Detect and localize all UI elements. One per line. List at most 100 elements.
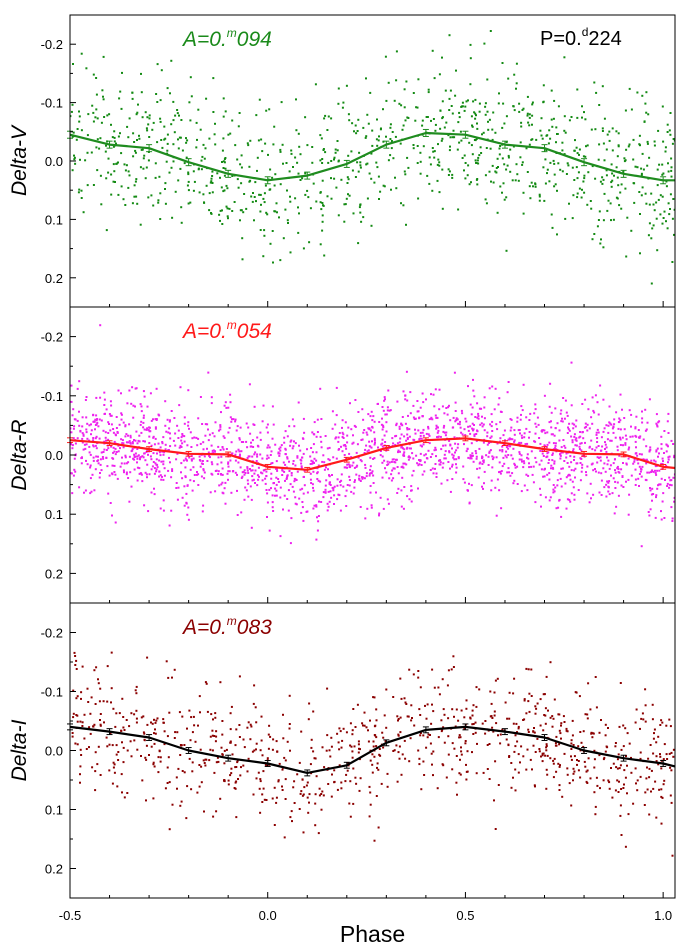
data-point	[573, 149, 576, 152]
data-point	[611, 172, 614, 175]
data-point	[235, 450, 238, 453]
data-point	[284, 447, 287, 450]
data-point	[145, 428, 148, 431]
data-point	[299, 488, 302, 491]
data-point	[493, 710, 496, 713]
data-point	[369, 759, 372, 762]
data-point	[445, 776, 448, 779]
data-point	[120, 152, 123, 155]
data-point	[612, 762, 615, 765]
data-point	[403, 739, 406, 742]
data-point	[310, 746, 313, 749]
data-point	[289, 440, 292, 443]
data-point	[153, 718, 155, 721]
data-point	[661, 222, 664, 225]
data-point	[324, 435, 327, 437]
data-point	[129, 442, 132, 444]
data-point	[213, 133, 216, 136]
data-point	[330, 117, 333, 120]
data-point	[606, 463, 609, 466]
data-point	[428, 442, 431, 445]
data-point	[72, 408, 75, 411]
data-point	[656, 469, 659, 472]
data-point	[115, 434, 117, 437]
data-point	[384, 398, 386, 401]
data-point	[209, 491, 212, 494]
data-point	[461, 101, 464, 104]
data-point	[655, 217, 658, 220]
data-point	[208, 433, 211, 436]
data-point	[111, 514, 113, 517]
data-point	[652, 787, 655, 790]
data-point	[121, 741, 123, 744]
data-point	[531, 768, 533, 771]
data-point	[655, 201, 658, 204]
data-point	[74, 664, 77, 666]
data-point	[291, 485, 294, 488]
data-point	[300, 730, 303, 733]
data-point	[153, 472, 156, 475]
data-point	[344, 466, 347, 469]
data-point	[302, 492, 305, 495]
data-point	[412, 673, 415, 676]
data-point	[259, 438, 262, 441]
data-point	[559, 732, 562, 735]
data-point	[312, 489, 315, 492]
data-point	[412, 147, 415, 150]
data-point	[667, 445, 669, 448]
data-point	[406, 116, 409, 119]
data-point	[410, 704, 413, 707]
data-point	[449, 89, 452, 92]
data-point	[658, 469, 661, 472]
data-point	[71, 444, 74, 447]
data-point	[255, 748, 257, 751]
data-point	[138, 134, 140, 137]
data-point	[550, 420, 552, 423]
data-point	[592, 409, 595, 412]
data-point	[628, 143, 631, 146]
data-point	[528, 124, 531, 127]
data-point	[470, 442, 473, 445]
data-point	[138, 137, 141, 140]
data-point	[221, 473, 224, 476]
data-point	[327, 490, 330, 493]
data-point	[648, 203, 651, 206]
data-point	[76, 437, 79, 440]
data-point	[284, 463, 287, 466]
data-point	[563, 460, 566, 462]
data-point	[261, 479, 264, 482]
data-point	[205, 97, 208, 100]
data-point	[536, 737, 539, 740]
data-point	[546, 443, 549, 446]
data-point	[266, 213, 269, 216]
data-point	[637, 429, 640, 431]
data-point	[189, 76, 192, 79]
data-point	[135, 387, 138, 390]
data-point	[488, 743, 491, 745]
data-point	[250, 725, 253, 728]
data-point	[103, 721, 105, 724]
data-point	[113, 471, 116, 473]
data-point	[221, 209, 223, 212]
data-point	[555, 141, 557, 144]
data-point	[293, 780, 296, 783]
data-point	[374, 734, 377, 737]
data-point	[78, 115, 81, 118]
data-point	[234, 787, 237, 790]
data-point	[280, 444, 283, 447]
data-point	[588, 427, 591, 430]
data-point	[101, 89, 104, 92]
data-point	[90, 490, 93, 493]
data-point	[518, 452, 521, 455]
data-point	[117, 161, 119, 164]
data-point	[422, 760, 425, 763]
data-point	[177, 147, 180, 150]
data-point	[70, 115, 72, 118]
data-point	[642, 168, 645, 171]
data-point	[646, 471, 649, 474]
data-point	[340, 781, 343, 784]
data-point	[214, 143, 217, 146]
data-point	[564, 217, 567, 220]
data-point	[616, 465, 619, 468]
data-point	[312, 486, 314, 489]
